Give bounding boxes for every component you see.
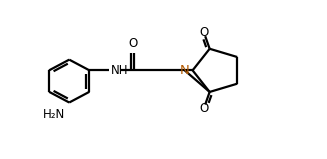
- Text: O: O: [128, 37, 137, 50]
- Text: NH: NH: [111, 64, 128, 77]
- Text: N: N: [180, 64, 190, 77]
- Text: O: O: [199, 102, 208, 115]
- Text: O: O: [199, 26, 208, 39]
- Text: H₂N: H₂N: [43, 108, 65, 121]
